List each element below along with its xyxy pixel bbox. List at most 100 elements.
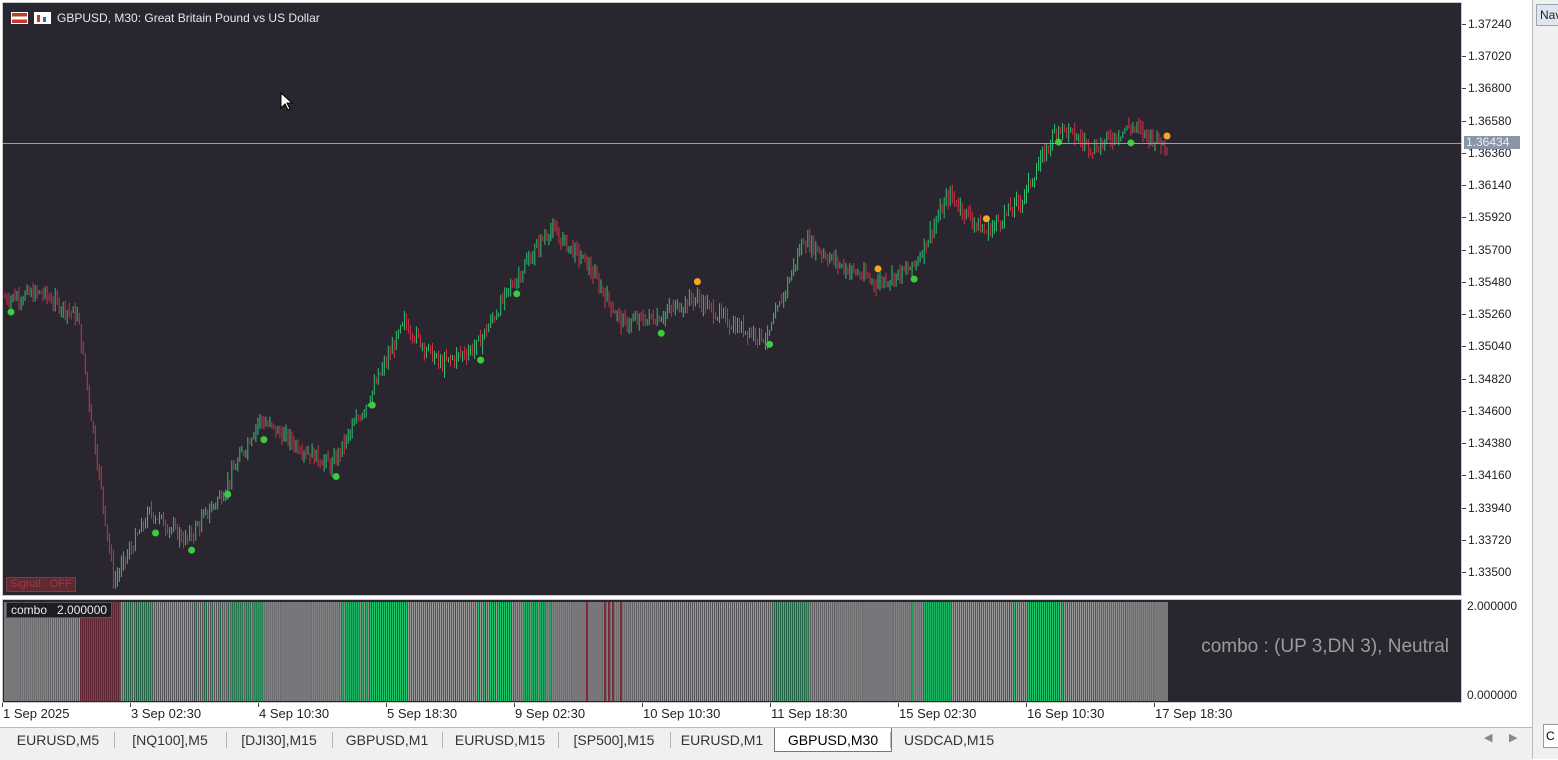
- price-axis-tick: [1462, 185, 1466, 187]
- price-axis-label: 1.34380: [1468, 436, 1512, 451]
- time-axis-tick: [130, 703, 131, 707]
- price-axis-tick: [1462, 217, 1466, 219]
- buy-signal-arrow-icon: [1127, 139, 1135, 147]
- chart-tab[interactable]: GBPUSD,M30: [774, 728, 892, 752]
- price-axis-label: 1.35700: [1468, 242, 1512, 257]
- combo-histogram: [4, 602, 1168, 701]
- tab-separator: [890, 732, 891, 748]
- price-axis-tick: [1462, 152, 1466, 154]
- indicator-label: combo 2.000000: [6, 602, 113, 618]
- time-axis-label: 9 Sep 02:30: [515, 706, 586, 721]
- tab-separator: [332, 732, 333, 748]
- buy-signal-arrow-icon: [1055, 138, 1063, 146]
- price-axis-tick: [1462, 346, 1466, 348]
- time-axis-label: 11 Sep 18:30: [771, 706, 848, 721]
- indicator-axis-min: 0.000000: [1467, 688, 1518, 702]
- time-axis-tick: [2, 703, 3, 707]
- price-axis-label: 1.36580: [1468, 113, 1512, 128]
- time-axis-label: 1 Sep 2025: [3, 706, 70, 721]
- time-axis-tick: [258, 703, 259, 707]
- price-axis-label: 1.35920: [1468, 210, 1512, 225]
- price-axis-tick: [1462, 475, 1466, 477]
- time-axis-label: 15 Sep 02:30: [899, 706, 977, 721]
- buy-signal-arrow-icon: [657, 329, 665, 337]
- tab-separator: [114, 732, 115, 748]
- navigator-panel[interactable]: Navigator C: [1532, 0, 1558, 759]
- price-axis-tick: [1462, 507, 1466, 509]
- current-price-tag: 1.36434: [1464, 136, 1520, 150]
- scroll-right-icon[interactable]: ▶: [1509, 732, 1518, 744]
- price-axis-label: 1.36140: [1468, 178, 1512, 193]
- price-axis-tick: [1462, 88, 1466, 90]
- time-axis-tick: [1026, 703, 1027, 707]
- price-axis-tick: [1462, 120, 1466, 122]
- chart-tab[interactable]: [DJI30],M15: [241, 732, 317, 748]
- price-axis-tick: [1462, 443, 1466, 445]
- price-axis-label: 1.35260: [1468, 307, 1512, 322]
- time-axis-tick: [386, 703, 387, 707]
- price-chart[interactable]: [3, 3, 1461, 595]
- price-axis-label: 1.36360: [1468, 145, 1512, 160]
- tab-separator: [442, 732, 443, 748]
- price-axis-tick: [1462, 410, 1466, 412]
- buy-signal-arrow-icon: [368, 401, 376, 409]
- mouse-cursor-icon: [280, 92, 294, 111]
- time-axis-label: 5 Sep 18:30: [387, 706, 458, 721]
- buy-signal-arrow-icon: [332, 472, 340, 480]
- chart-tab[interactable]: EURUSD,M5: [16, 732, 100, 748]
- price-axis-label: 1.33940: [1468, 500, 1512, 515]
- price-axis[interactable]: 1.37240 1.37020 1.36800 1.36580 1.36360 1.361…: [1462, 2, 1530, 596]
- chart-tab[interactable]: EURUSD,M15: [454, 732, 546, 748]
- chart-tab[interactable]: [NQ100],M5: [132, 732, 208, 748]
- buy-signal-arrow-icon: [910, 275, 918, 283]
- signal-status-label: Signal : OFF: [6, 577, 76, 592]
- navigator-tab[interactable]: Navigator: [1536, 4, 1558, 26]
- sell-signal-arrow-icon: [982, 215, 990, 223]
- price-axis-label: 1.34820: [1468, 371, 1512, 386]
- buy-signal-arrow-icon: [188, 546, 196, 554]
- time-axis-label: 4 Sep 10:30: [259, 706, 330, 721]
- main-chart-pane[interactable]: GBPUSD, M30: Great Britain Pound vs US D…: [2, 2, 1462, 596]
- price-axis-tick: [1462, 539, 1466, 541]
- tab-separator: [558, 732, 559, 748]
- chart-window[interactable]: GBPUSD, M30: Great Britain Pound vs US D…: [0, 0, 1532, 727]
- buy-signal-arrow-icon: [152, 529, 160, 537]
- price-axis-tick: [1462, 314, 1466, 316]
- price-axis-label: 1.36800: [1468, 81, 1512, 96]
- price-axis-label: 1.37240: [1468, 16, 1512, 31]
- chart-tab[interactable]: [SP500],M15: [573, 732, 655, 748]
- buy-signal-arrow-icon: [513, 290, 521, 298]
- sell-signal-arrow-icon: [874, 265, 882, 273]
- buy-signal-arrow-icon: [477, 356, 485, 364]
- flag-icon: [11, 12, 28, 24]
- time-axis-tick: [1154, 703, 1155, 707]
- price-axis-label: 1.35480: [1468, 274, 1512, 289]
- chart-tab[interactable]: EURUSD,M1: [680, 732, 764, 748]
- time-axis[interactable]: 1 Sep 2025 3 Sep 02:30 4 Sep 10:30 5 Sep 18…: [0, 703, 1462, 725]
- buy-signal-arrow-icon: [224, 490, 232, 498]
- current-price-line: [3, 143, 1461, 145]
- indicator-axis-max: 2.000000: [1467, 599, 1518, 613]
- navigator-bottom-tab[interactable]: C: [1543, 724, 1558, 748]
- price-axis-tick: [1462, 249, 1466, 251]
- price-axis-tick: [1462, 572, 1466, 574]
- symbol-title: GBPUSD, M30: Great Britain Pound vs US D…: [57, 11, 320, 25]
- price-axis-label: 1.35040: [1468, 339, 1512, 354]
- chart-tab[interactable]: USDCAD,M15: [903, 732, 995, 748]
- price-axis-tick: [1462, 56, 1466, 58]
- time-axis-tick: [514, 703, 515, 707]
- price-axis-tick: [1462, 23, 1466, 25]
- price-axis-tick: [1462, 378, 1466, 380]
- buy-signal-arrow-icon: [260, 436, 268, 444]
- time-axis-tick: [770, 703, 771, 707]
- price-axis-label: 1.34160: [1468, 468, 1512, 483]
- buy-signal-arrow-icon: [7, 308, 15, 316]
- chart-tab[interactable]: GBPUSD,M1: [345, 732, 429, 748]
- price-axis-tick: [1462, 281, 1466, 283]
- sell-signal-arrow-icon: [1163, 132, 1171, 140]
- time-axis-tick: [898, 703, 899, 707]
- indicator-pane[interactable]: combo 2.000000 combo : (UP 3,DN 3), Neut…: [2, 599, 1462, 703]
- scroll-left-icon[interactable]: ◀: [1484, 732, 1493, 744]
- buy-signal-arrow-icon: [766, 340, 774, 348]
- price-axis-label: 1.33720: [1468, 532, 1512, 547]
